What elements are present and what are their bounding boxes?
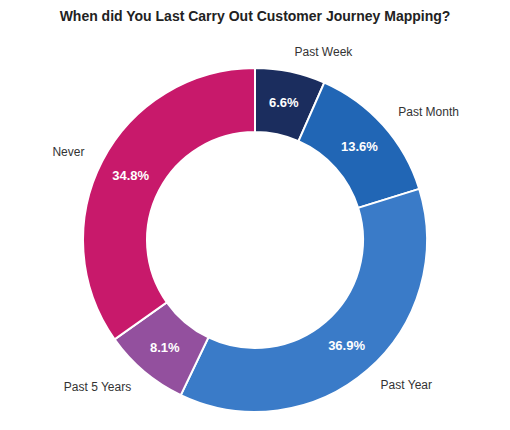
svg-text:Past Month: Past Month bbox=[398, 105, 459, 119]
svg-text:Past Week: Past Week bbox=[295, 45, 354, 59]
svg-text:8.1%: 8.1% bbox=[150, 340, 180, 355]
svg-text:6.6%: 6.6% bbox=[269, 95, 299, 110]
svg-text:13.6%: 13.6% bbox=[341, 139, 378, 154]
svg-text:Past Year: Past Year bbox=[381, 378, 432, 392]
svg-text:36.9%: 36.9% bbox=[328, 338, 365, 353]
svg-text:Past 5 Years: Past 5 Years bbox=[64, 380, 131, 394]
svg-text:Never: Never bbox=[52, 145, 84, 159]
html-text:When did You Last Carry Out Cu: When did You Last Carry Out Customer Jou… bbox=[59, 8, 451, 24]
svg-text:34.8%: 34.8% bbox=[112, 168, 149, 183]
